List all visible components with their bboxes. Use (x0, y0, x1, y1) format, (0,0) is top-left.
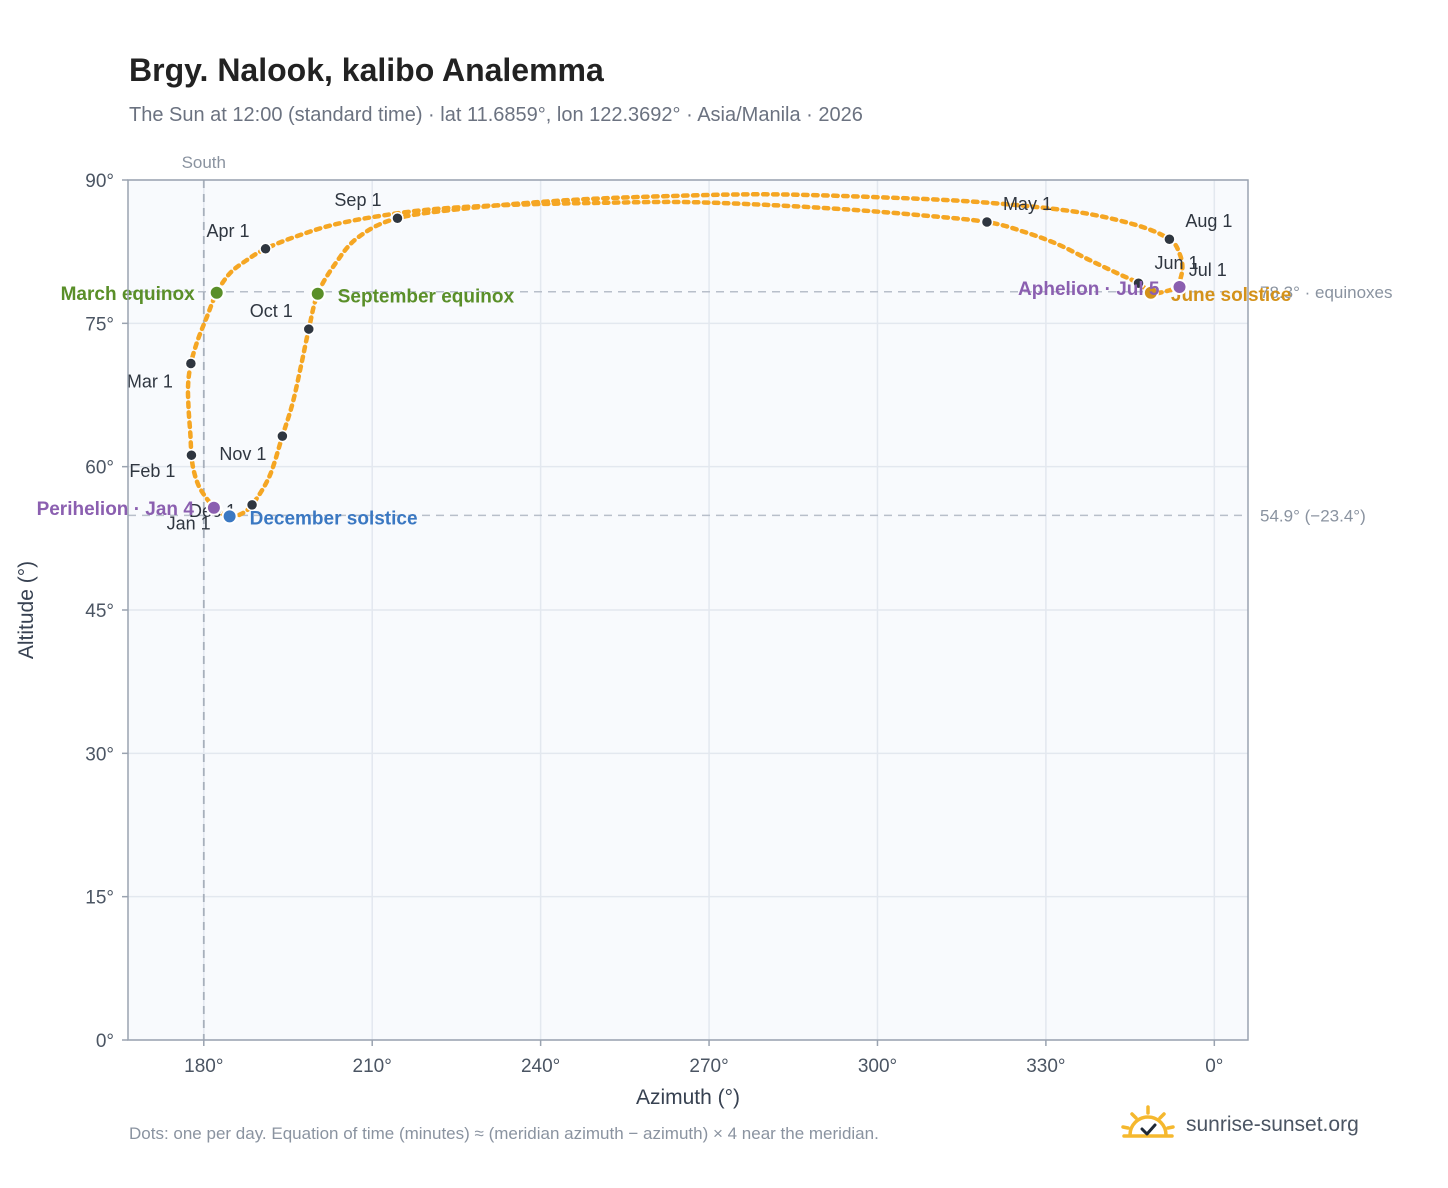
event-label: September equinox (338, 287, 515, 308)
x-tick-label: 240° (521, 1056, 560, 1077)
month-marker (1132, 276, 1145, 290)
x-tick-label: 270° (689, 1056, 728, 1077)
x-tick-label: 210° (353, 1056, 392, 1077)
month-label: Sep 1 (334, 190, 381, 210)
y-tick-label: 30° (85, 744, 114, 765)
month-marker (391, 211, 404, 225)
month-marker (1163, 232, 1176, 246)
month-marker (302, 322, 316, 336)
month-marker (185, 448, 198, 462)
event-marker (205, 499, 222, 516)
event-marker (221, 508, 238, 525)
x-tick-label: 300° (858, 1056, 897, 1077)
brand[interactable]: sunrise-sunset.org (1120, 1100, 1359, 1150)
month-label: Jun 1 (1155, 253, 1199, 273)
sun-logo-icon (1121, 1105, 1175, 1138)
month-marker (184, 357, 198, 370)
event-label: Perihelion · Jan 4 (37, 499, 195, 520)
reference-line-label: 78.3° · equinoxes (1260, 283, 1393, 302)
chart-title: Brgy. Nalook, kalibo Analemma (129, 52, 604, 88)
month-label: Mar 1 (127, 371, 173, 391)
y-tick-label: 15° (85, 888, 114, 909)
grid-lines (128, 179, 1248, 1041)
month-label: Aug 1 (1185, 211, 1232, 231)
y-tick-label: 45° (85, 601, 114, 622)
meridian-label: South (182, 153, 226, 172)
month-label: Nov 1 (219, 444, 266, 464)
x-tick-label: 180° (184, 1056, 223, 1077)
event-label: Aphelion · Jul 5 (1018, 279, 1160, 300)
event-marker (309, 285, 326, 302)
y-tick-label: 0° (96, 1031, 114, 1052)
x-axis-label: Azimuth (°) (636, 1086, 740, 1109)
reference-line-label: 54.9° (−23.4°) (1260, 506, 1366, 525)
y-tick-label: 75° (85, 314, 114, 335)
y-axis-ticks: 0° 15° 30° 45° 60° 75° 90° (85, 171, 128, 1052)
month-marker (980, 215, 994, 229)
month-marker (276, 429, 289, 443)
event-marker (1142, 284, 1159, 301)
x-axis-ticks: 180° 210° 240° 270° 300° 330° 0° (184, 1040, 1223, 1077)
y-tick-label: 60° (85, 458, 114, 479)
month-marker (259, 242, 272, 256)
y-axis-label: Altitude (°) (15, 561, 38, 659)
month-label: Feb 1 (129, 461, 175, 481)
footnote: Dots: one per day. Equation of time (min… (129, 1124, 879, 1143)
month-label: Apr 1 (207, 221, 250, 241)
month-label: Jul 1 (1189, 260, 1227, 280)
month-label: Jan 1 (167, 514, 211, 534)
month-label: May 1 (1003, 194, 1052, 214)
x-tick-label: 330° (1026, 1056, 1065, 1077)
event-marker (208, 284, 225, 301)
chart-subtitle: The Sun at 12:00 (standard time) · lat 1… (129, 104, 863, 126)
brand-name[interactable]: sunrise-sunset.org (1186, 1113, 1359, 1136)
event-marker (1171, 279, 1188, 296)
y-tick-label: 90° (85, 171, 114, 192)
month-label: Oct 1 (250, 301, 293, 321)
x-tick-label: 0° (1205, 1056, 1223, 1077)
month-marker (245, 498, 259, 512)
event-label: June solstice (1171, 285, 1291, 306)
event-label: December solstice (250, 508, 418, 529)
